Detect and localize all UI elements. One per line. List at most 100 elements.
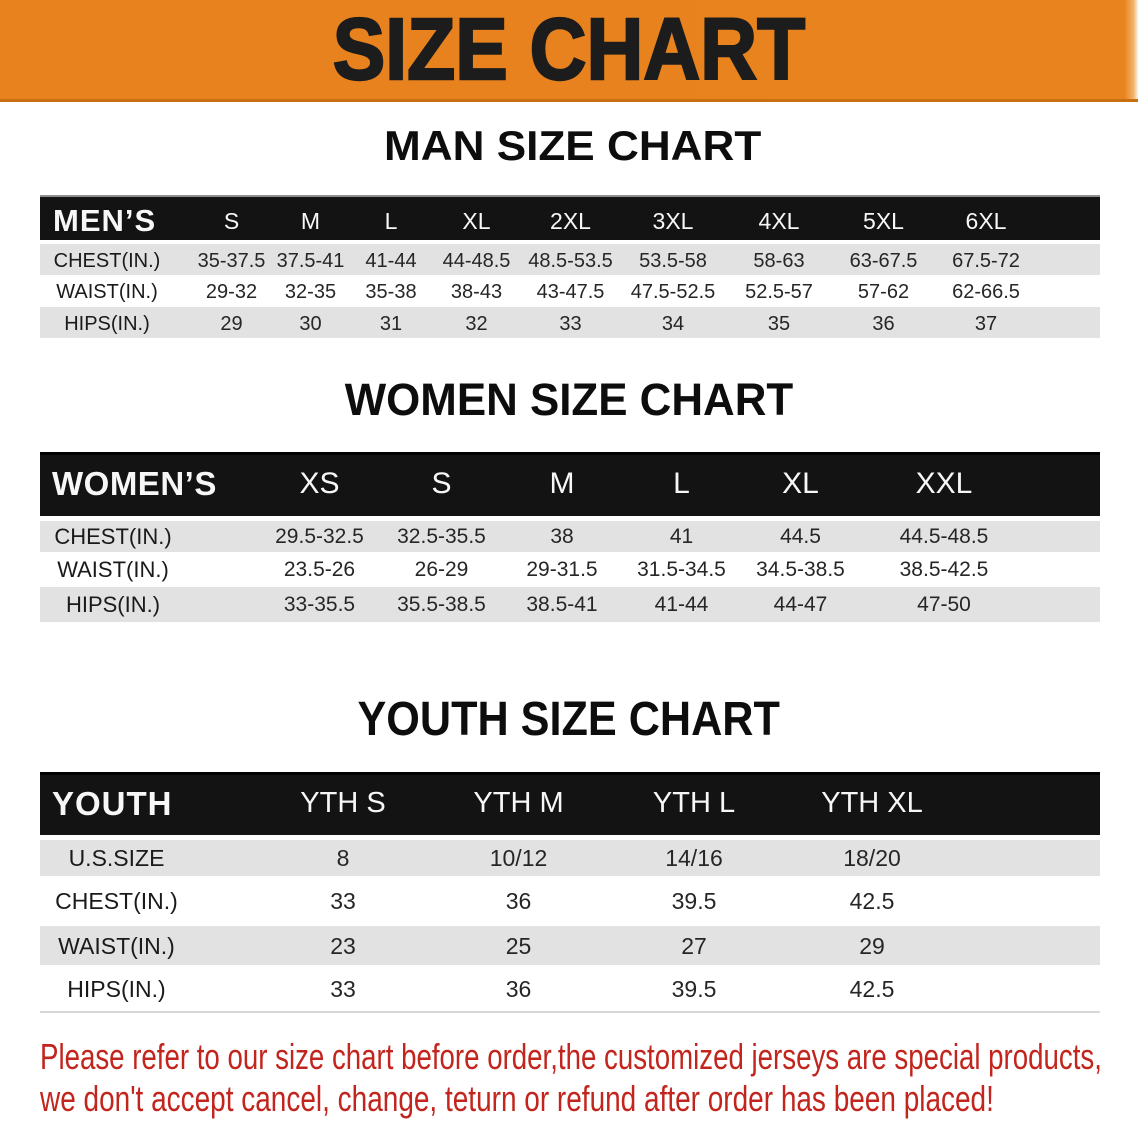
measurement-value: 29: [192, 307, 271, 338]
measurement-value: 39.5: [671, 888, 717, 914]
measurement-row: HIPS(IN.) 33-35.5 35.5-38.5 38.5-41 41-44 44-…: [40, 587, 1100, 622]
measurement-value: 44-47: [741, 587, 860, 622]
row-filler-cell: [962, 926, 1100, 965]
size-table-header-row: WOMEN’S XS S M L XL XXL: [40, 452, 1100, 521]
size-column-header: S: [381, 452, 502, 521]
banner: SIZE CHART: [0, 0, 1138, 102]
row-filler-cell: [1028, 521, 1100, 552]
size-column-header: M: [502, 452, 622, 521]
measurement-value: 33-35.5: [258, 587, 381, 622]
measurement-value: 33: [255, 965, 431, 1013]
measurement-value: 23.5-26: [283, 557, 356, 581]
size-column-header: YTH M: [431, 772, 606, 840]
measurement-value: 35: [726, 307, 832, 338]
measurement-value: 43-47.5: [536, 281, 605, 303]
measurement-value: 26-29: [414, 557, 469, 581]
measurement-value: 29-31.5: [526, 557, 598, 581]
measurement-value: 23: [255, 926, 431, 965]
measurement-value: 44-48.5: [432, 244, 521, 275]
size-column-header: XS: [258, 452, 381, 521]
row-filler-cell: [1037, 244, 1100, 275]
size-column-header: L: [350, 195, 432, 244]
measurement-row-label: CHEST(IN.): [40, 521, 258, 552]
size-column-header: 2XL: [521, 195, 620, 244]
measurement-value: 32.5-35.5: [381, 521, 502, 552]
measurement-row: CHEST(IN.) 29.5-32.5 32.5-35.5 38 41 44.5 44.5…: [40, 521, 1100, 552]
row-filler-cell: [962, 876, 1100, 926]
measurement-value: 36: [505, 888, 532, 914]
measurement-row: HIPS(IN.) 29 30 31 32 33 34 35 36 37: [40, 307, 1100, 338]
measurement-value: 32: [432, 307, 521, 338]
measurement-row-label: HIPS(IN.): [40, 965, 255, 1013]
table-corner-label: MEN’S: [40, 195, 192, 244]
measurement-row-label: U.S.SIZE: [40, 840, 255, 876]
table-corner-label: WOMEN’S: [40, 452, 258, 521]
size-column-header: 5XL: [832, 195, 935, 244]
measurement-value: 47-50: [860, 587, 1028, 622]
measurement-value: 36: [832, 307, 935, 338]
measurement-value: 10/12: [431, 840, 606, 876]
measurement-value: 47.5-52.5: [630, 281, 716, 303]
row-filler-cell: [1028, 552, 1100, 587]
footer-warning-line-2: we don't accept cancel, change, teturn o…: [40, 1078, 994, 1119]
measurement-value: 27: [606, 926, 782, 965]
size-table-header-row: MEN’S S M L XL 2XL 3XL 4XL 5XL 6XL: [40, 195, 1100, 244]
row-filler-cell: [962, 965, 1100, 1013]
size-column-header: XXL: [860, 452, 1028, 521]
measurement-value: 37: [935, 307, 1037, 338]
size-column-header: 6XL: [935, 195, 1037, 244]
row-filler-cell: [1037, 307, 1100, 338]
measurement-value: 35.5-38.5: [381, 587, 502, 622]
footer-warning-note: Please refer to our size chart before or…: [40, 1036, 1138, 1120]
measurement-row: HIPS(IN.) 33 36 39.5 42.5: [40, 965, 1100, 1013]
measurement-value: 30: [271, 307, 350, 338]
measurement-row: CHEST(IN.) 33 36 39.5 42.5: [40, 876, 1100, 926]
measurement-value: 38-43: [450, 281, 503, 303]
measurement-value: 41: [622, 521, 741, 552]
measurement-value: 29: [782, 926, 962, 965]
size-column-header: 4XL: [726, 195, 832, 244]
size-table-header-row: YOUTH YTH S YTH M YTH L YTH XL: [40, 772, 1100, 840]
measurement-row-label: WAIST(IN.): [57, 556, 169, 582]
size-column-header: XL: [741, 452, 860, 521]
measurement-row-label: WAIST(IN.): [56, 281, 158, 303]
measurement-value: 57-62: [857, 281, 910, 303]
measurement-value: 36: [431, 965, 606, 1013]
women-section-heading: WOMEN SIZE CHART: [344, 374, 794, 425]
measurement-value: 62-66.5: [952, 281, 1020, 303]
measurement-value: 44.5: [741, 521, 860, 552]
row-filler-cell: [1037, 275, 1100, 307]
measurement-row-label: WAIST(IN.): [40, 926, 255, 965]
measurement-value: 38.5-41: [502, 587, 622, 622]
measurement-value: 63-67.5: [832, 244, 935, 275]
size-column-header: L: [622, 452, 741, 521]
measurement-value: 38.5-42.5: [899, 557, 989, 581]
measurement-value: 33: [521, 307, 620, 338]
measurement-value: 37.5-41: [271, 244, 350, 275]
measurement-value: 31.5-34.5: [637, 557, 726, 581]
row-filler-cell: [1028, 587, 1100, 622]
measurement-value: 32-35: [284, 281, 337, 303]
measurement-value: 42.5: [849, 888, 895, 914]
measurement-value: 41-44: [350, 244, 432, 275]
measurement-row-label: CHEST(IN.): [40, 244, 192, 275]
measurement-value: 14/16: [606, 840, 782, 876]
header-filler-cell: [1037, 195, 1100, 244]
measurement-value: 44.5-48.5: [860, 521, 1028, 552]
size-column-header: 3XL: [620, 195, 726, 244]
men-size-table: MEN’S S M L XL 2XL 3XL 4XL 5XL 6XL CHEST(IN.) 35-37…: [40, 195, 1100, 338]
header-filler-cell: [1028, 452, 1100, 521]
measurement-value: 48.5-53.5: [521, 244, 620, 275]
table-corner-label: YOUTH: [40, 772, 255, 840]
footer-warning-line-1: Please refer to our size chart before or…: [40, 1036, 1102, 1077]
measurement-value: 38: [502, 521, 622, 552]
banner-title: SIZE CHART: [332, 0, 807, 99]
measurement-value: 58-63: [726, 244, 832, 275]
measurement-value: 34: [620, 307, 726, 338]
measurement-row: WAIST(IN.) 29-32 32-35 35-38 38-43 43-47.5 47.…: [40, 275, 1100, 307]
measurement-value: 35-38: [365, 281, 417, 303]
measurement-value: 41-44: [622, 587, 741, 622]
measurement-value: 34.5-38.5: [756, 557, 845, 581]
men-section-heading: MAN SIZE CHART: [384, 122, 762, 169]
